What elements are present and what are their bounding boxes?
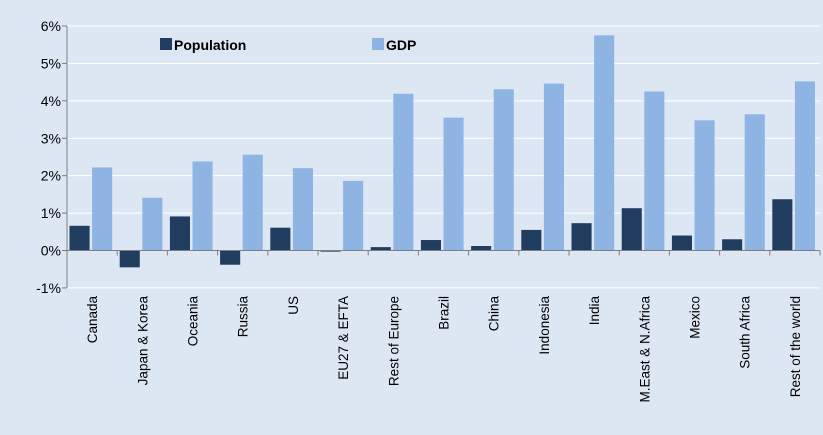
bar-gdp-0 [92,167,113,251]
bar-gdp-10 [594,35,615,251]
legend-population-swatch [160,38,172,50]
category-label: Rest of Europe [386,296,401,386]
category-label: Rest of the world [788,296,803,397]
bar-gdp-3 [242,154,263,251]
legend-population-label: Population [174,37,246,53]
bar-gdp-12 [694,120,715,251]
bar-population-9 [521,229,542,251]
bar-population-10 [571,223,592,251]
y-tick-label: 5% [41,55,61,71]
y-tick-label: 2% [41,168,61,184]
x-tick-labels: Canada Japan & Korea Oceania Russia US EU27 &… [85,296,803,403]
axes [62,25,821,289]
legend: Population GDP [160,37,416,53]
bar-gdp-11 [644,91,665,251]
bar-population-13 [722,239,743,251]
bar-population-8 [471,246,492,251]
category-label: M.East & N.Africa [637,296,652,403]
bar-gdp-4 [292,168,313,251]
y-tick-label: 4% [41,93,61,109]
bar-population-14 [772,199,793,251]
category-label: Canada [85,296,100,344]
legend-gdp-label: GDP [386,37,416,53]
bar-gdp-9 [543,83,564,251]
category-label: Russia [236,296,251,338]
category-label: Brazil [437,296,452,330]
bar-population-6 [370,247,391,251]
y-tick-label: 0% [41,243,61,259]
category-label: US [286,296,301,315]
y-tick-label: 6% [41,18,61,34]
bars [69,35,815,268]
bar-gdp-1 [142,197,163,251]
category-label: Japan & Korea [135,296,150,386]
bar-gdp-2 [192,161,213,251]
category-label: China [487,296,502,332]
category-label: India [587,296,602,326]
category-label: Mexico [688,296,703,339]
y-tick-labels: -1% 0% 1% 2% 3% 4% 5% 6% [36,18,61,296]
y-tick-label: 1% [41,205,61,221]
bar-population-0 [69,225,90,251]
bar-gdp-13 [744,114,765,251]
category-label: Indonesia [537,296,552,355]
bar-population-12 [671,235,692,251]
y-tick-label: 3% [41,130,61,146]
bar-population-7 [420,240,441,251]
bar-gdp-8 [493,89,514,251]
bar-population-4 [270,227,291,251]
bar-population-11 [621,208,642,251]
category-label: Oceania [186,296,201,347]
bar-gdp-7 [443,117,464,251]
y-tick-label: -1% [36,280,61,296]
category-label: EU27 & EFTA [336,296,351,380]
bar-population-5 [320,250,341,252]
bar-gdp-6 [393,93,414,251]
category-label: South Africa [738,296,753,369]
bar-gdp-14 [794,81,815,251]
bar-population-3 [220,250,241,265]
legend-gdp-swatch [372,38,384,50]
bar-population-1 [119,250,140,268]
bar-population-2 [169,216,190,251]
bar-gdp-5 [343,180,364,251]
